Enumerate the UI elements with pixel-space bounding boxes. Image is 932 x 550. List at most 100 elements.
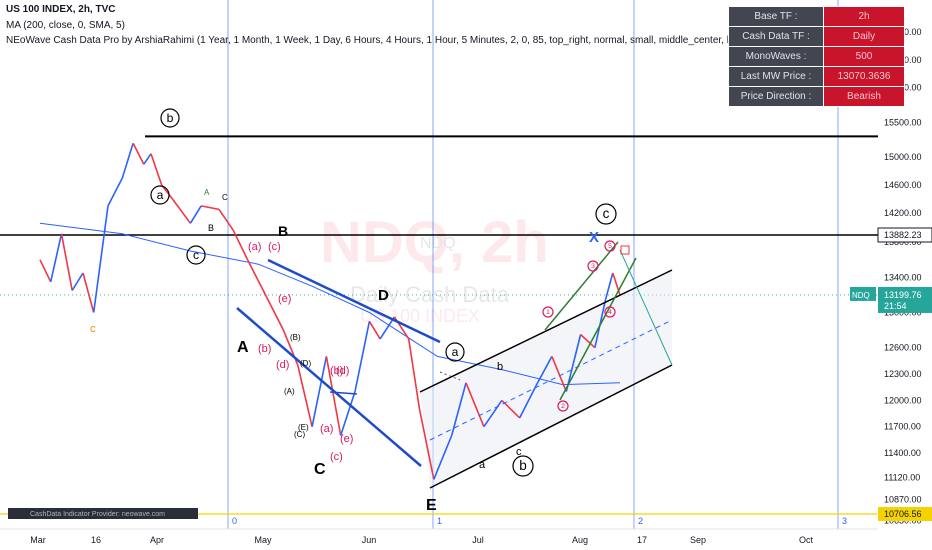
footer-text: CashData Indicator Provider: neowave.com xyxy=(30,511,165,518)
info-row-last-mw-price: Last MW Price :13070.3636 xyxy=(728,66,905,87)
x-tick-label: Sep xyxy=(690,535,706,545)
channel-lower-line xyxy=(429,364,673,489)
price-segment xyxy=(465,382,485,428)
y-tick-label: 12300.00 xyxy=(884,369,922,379)
wave-label-paren: (C) xyxy=(294,430,305,439)
wave-label-c-orange: c xyxy=(90,323,96,335)
wave-number-circle xyxy=(587,260,599,272)
projection-line xyxy=(619,249,673,366)
price-segment xyxy=(551,356,568,392)
channel-mid-line xyxy=(429,319,673,441)
y-tick-label: 14200.00 xyxy=(884,208,922,218)
ticker-tag xyxy=(850,286,876,301)
wave-label-sub: (a) xyxy=(248,241,261,253)
info-row-monowaves: MonoWaves :500 xyxy=(728,46,905,67)
wave-label-paren: (E) xyxy=(298,423,309,432)
price-segment xyxy=(354,321,371,392)
green-wedge-line-2 xyxy=(544,241,619,331)
wave-label-sub: (e) xyxy=(278,293,291,305)
price-segment xyxy=(171,198,192,224)
footer-bar xyxy=(8,508,198,519)
watermark-small: NDQ xyxy=(420,235,456,252)
price-segment xyxy=(580,333,596,349)
wave-label-A-green: A xyxy=(204,188,210,197)
ma200-line xyxy=(39,222,621,386)
wave-label-sub: (c) xyxy=(268,241,281,253)
neowave-indicator-legend[interactable]: NEoWave Cash Data Pro by ArshiaRahimi (1… xyxy=(6,35,764,46)
price-segment xyxy=(325,356,342,436)
price-segment xyxy=(418,408,435,480)
wave-label-b-circ2: b xyxy=(519,458,527,473)
price-segment xyxy=(368,320,381,340)
price-tag-10706 xyxy=(878,507,932,521)
wave-number: 2 xyxy=(561,403,565,410)
x-tick-label: Apr xyxy=(150,535,164,545)
price-segment xyxy=(161,184,174,200)
info-row-base-tf: Base TF :2h xyxy=(728,6,905,27)
price-segment xyxy=(450,382,467,436)
wave-number-circle xyxy=(604,306,616,318)
info-key: Cash Data TF : xyxy=(728,26,824,47)
watermark-name: US 100 INDEX xyxy=(360,306,480,326)
price-tag-13882-text: 13882.23 xyxy=(884,230,922,240)
price-segment xyxy=(143,153,152,165)
wave-label-a-circ-circle xyxy=(445,342,465,362)
target-box xyxy=(620,245,630,255)
price-segment xyxy=(49,233,63,282)
wave-number: 3 xyxy=(591,263,595,270)
wave-label-paren: (A) xyxy=(284,387,295,396)
vertical-marker-label: 2 xyxy=(638,516,643,526)
price-segment xyxy=(565,334,582,392)
price-segment xyxy=(92,205,109,313)
info-key: Last MW Price : xyxy=(728,66,824,87)
wave-label-b-circ2-circle xyxy=(512,455,534,477)
y-tick-label: 11700.00 xyxy=(884,422,921,432)
info-value: 500 xyxy=(823,46,905,67)
wave-label-c-circ: c xyxy=(193,248,199,262)
wave-label-A: A xyxy=(237,339,249,356)
x-tick-label: 17 xyxy=(637,535,647,545)
ma-indicator-legend[interactable]: MA (200, close, 0, SMA, 5) xyxy=(6,20,125,31)
chart-title: US 100 INDEX, 2h, TVC xyxy=(6,4,116,15)
x-tick-label: 16 xyxy=(91,535,101,545)
wave-label-C-small: C xyxy=(222,193,228,202)
info-row-price-direction: Price Direction : Bearish xyxy=(728,86,905,107)
price-segment xyxy=(264,294,285,331)
wave-label-c-circ-circle xyxy=(186,245,206,265)
y-tick-label: 14600.00 xyxy=(884,180,922,190)
wave-label-C: C xyxy=(314,461,326,478)
wave-number: 1 xyxy=(546,309,550,316)
watermark-symbol: NDQ, 2h xyxy=(320,210,549,275)
watermark-subtitle: Daily Cash Data xyxy=(350,282,510,307)
x-tick-label: May xyxy=(254,535,272,545)
wave-label-a-circ: a xyxy=(452,345,459,359)
wave-label-sub: (a) xyxy=(320,423,333,435)
wave-label-a-circle xyxy=(150,185,170,205)
price-segment xyxy=(379,316,396,340)
wave-label-D: D xyxy=(378,287,389,304)
price-segment xyxy=(518,382,539,419)
projection-dotted xyxy=(439,371,461,381)
info-value: 13070.3636 xyxy=(823,66,905,87)
wave-label-sub: (b) xyxy=(258,343,271,355)
wave-number-circle xyxy=(557,400,569,412)
price-segment xyxy=(60,233,73,291)
info-key: Base TF : xyxy=(728,6,824,27)
price-segment xyxy=(483,399,503,428)
small-triangle-line xyxy=(329,391,358,395)
price-segment xyxy=(218,208,234,231)
wave-number-circle xyxy=(542,306,554,318)
y-tick-label: 12600.00 xyxy=(884,343,922,353)
y-tick-label: 10870.00 xyxy=(884,495,922,505)
price-tag-13882 xyxy=(877,227,932,243)
wave-label-a: a xyxy=(157,188,164,202)
current-price-text: 13199.76 xyxy=(884,290,922,300)
x-tick-label: Aug xyxy=(572,535,588,545)
price-segment xyxy=(604,272,614,300)
wave-label-sub: (d) xyxy=(336,365,349,377)
price-segment xyxy=(132,142,145,165)
price-segment xyxy=(232,229,249,261)
wave-label-paren: (B) xyxy=(290,333,301,342)
wave-label-b-small2: b xyxy=(497,361,503,373)
